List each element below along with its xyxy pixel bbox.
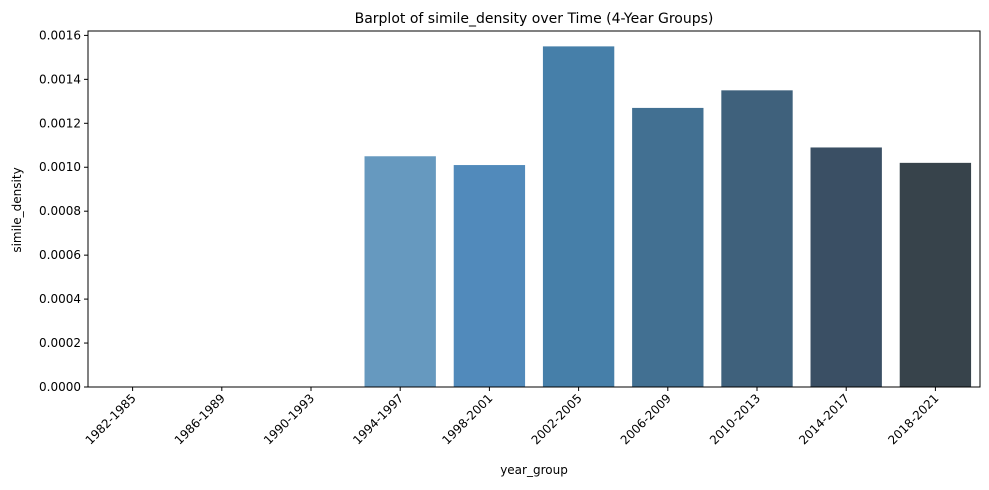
y-tick-label: 0.0004 — [39, 292, 81, 306]
bars-group — [364, 46, 972, 388]
y-tick-label: 0.0002 — [39, 336, 81, 350]
y-tick-label: 0.0008 — [39, 204, 81, 218]
plot-frame — [87, 30, 981, 388]
bar-2006-2009 — [632, 107, 704, 388]
y-tick-label: 0.0012 — [39, 116, 81, 130]
y-tick-label: 0.0014 — [39, 72, 81, 86]
bar-1994-1997 — [364, 156, 436, 387]
x-axis-title: year_group — [500, 463, 568, 477]
bar-2018-2021 — [899, 162, 972, 387]
x-tick-label: 1994-1997 — [350, 391, 406, 447]
y-tick-label: 0.0010 — [39, 160, 81, 174]
chart-title: Barplot of simile_density over Time (4-Y… — [355, 11, 714, 27]
x-tick-label: 1998-2001 — [439, 391, 495, 447]
x-tick-label: 2006-2009 — [618, 391, 674, 447]
bar-2010-2013 — [721, 90, 793, 387]
x-axis: 1982-1985 1986-1989 1990-1993 1994-1997 1998… — [83, 387, 942, 447]
x-tick-label: 1982-1985 — [83, 391, 139, 447]
y-tick-label: 0.0016 — [39, 28, 81, 42]
x-tick-label: 2002-2005 — [529, 391, 585, 447]
x-tick-label: 1990-1993 — [261, 391, 317, 447]
x-tick-label: 2014-2017 — [796, 391, 852, 447]
bar-2002-2005 — [542, 46, 615, 387]
bar-2014-2017 — [810, 147, 882, 387]
y-axis: 0.0000 0.0002 0.0004 0.0006 0.0008 0.0010 0.00… — [39, 28, 88, 394]
x-tick-label: 2018-2021 — [885, 391, 941, 447]
y-tick-label: 0.0006 — [39, 248, 81, 262]
x-tick-label: 1986-1989 — [172, 391, 228, 447]
y-axis-title: simile_density — [10, 167, 24, 252]
x-tick-label: 2010-2013 — [707, 391, 763, 447]
y-tick-label: 0.0000 — [39, 380, 81, 394]
bar-1998-2001 — [453, 165, 526, 387]
